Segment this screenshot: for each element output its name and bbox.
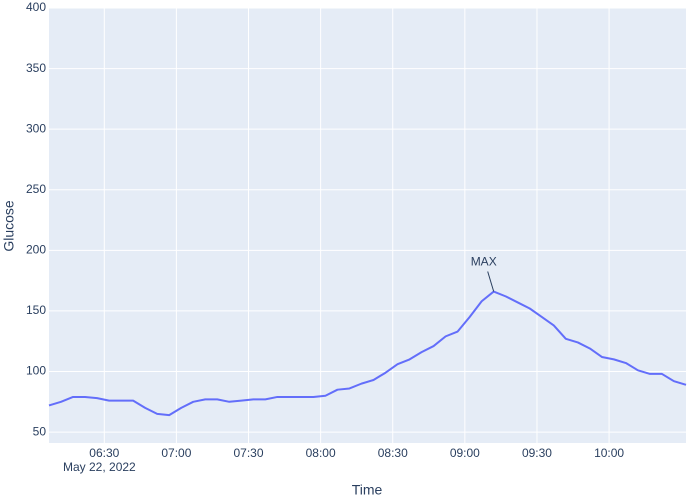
y-tick-label: 250 — [26, 182, 46, 196]
y-tick-label: 150 — [26, 303, 46, 317]
y-tick-label: 400 — [26, 0, 46, 14]
y-tick-label: 100 — [26, 364, 46, 378]
y-axis-title: Glucose — [1, 200, 17, 252]
x-tick-label: 07:30 — [233, 446, 263, 460]
y-tick-label: 200 — [26, 243, 46, 257]
annotation: MAX — [471, 255, 497, 269]
x-axis-title: Time — [352, 482, 383, 498]
x-tick-label: 06:30 — [89, 446, 119, 460]
x-tick-label: 08:30 — [378, 446, 408, 460]
x-tick-label: 08:00 — [306, 446, 336, 460]
y-tick-label: 300 — [26, 121, 46, 135]
line — [48, 290, 687, 417]
y-tick-label: 50 — [33, 424, 47, 438]
x-tick-label: 10:00 — [594, 446, 624, 460]
x-date-label: May 22, 2022 — [63, 460, 136, 474]
plot-area — [49, 8, 686, 443]
annotation-arrow — [487, 271, 495, 292]
x-tick-label: 09:30 — [522, 446, 552, 460]
y-tick-label: 350 — [26, 61, 46, 75]
x-tick-label: 07:00 — [161, 446, 191, 460]
x-tick-label: 09:00 — [450, 446, 480, 460]
